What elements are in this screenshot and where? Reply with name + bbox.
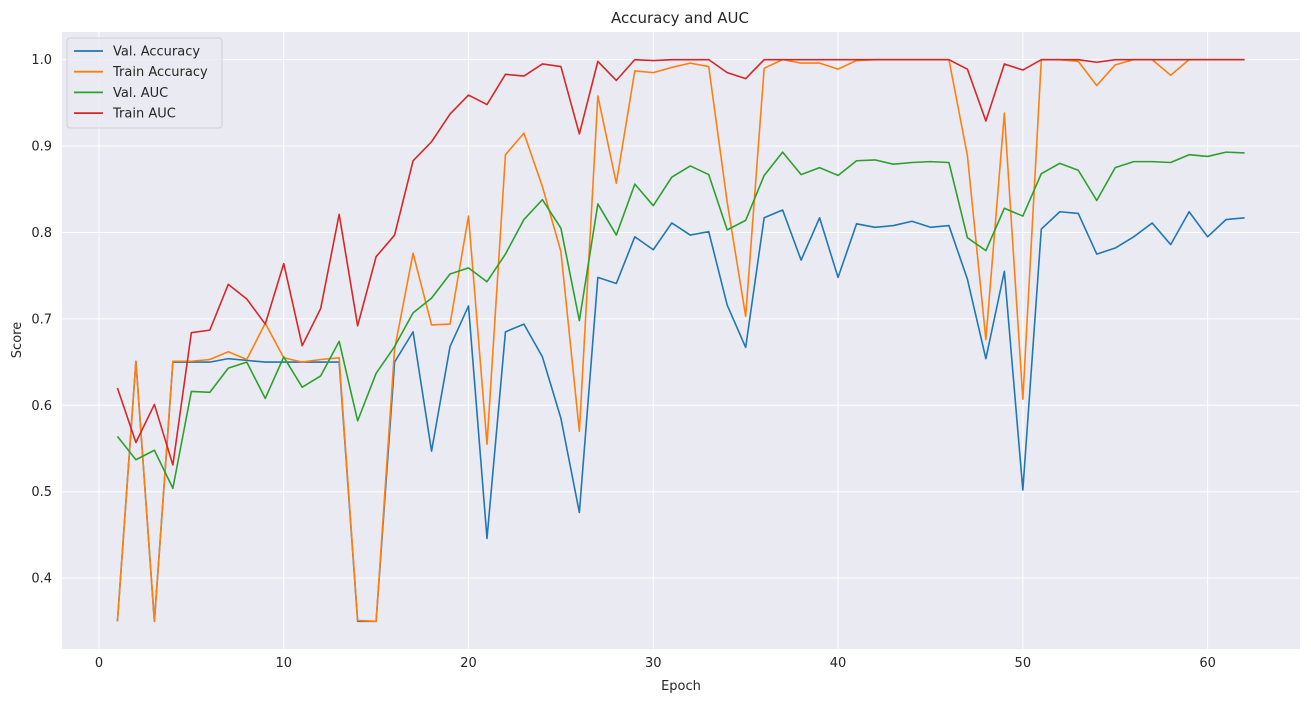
- legend-label-train-accuracy: Train Accuracy: [112, 65, 208, 80]
- x-tick-label: 30: [645, 656, 662, 671]
- y-tick-label: 0.9: [31, 140, 52, 155]
- y-axis-label: Score: [10, 322, 25, 358]
- plot-area: [62, 32, 1300, 649]
- series-line-val-auc: [116, 151, 1245, 490]
- legend-label-val-auc: Val. AUC: [113, 86, 168, 101]
- y-tick-label: 0.8: [31, 226, 52, 241]
- legend: Val. Accuracy Train Accuracy Val. AUC Train…: [66, 37, 223, 129]
- y-tick-label: 0.7: [31, 312, 52, 327]
- x-tick-label: 40: [830, 656, 847, 671]
- y-tick-label: 0.6: [31, 399, 52, 414]
- x-tick-label: 0: [95, 656, 103, 671]
- y-tick-label: 0.4: [31, 572, 52, 587]
- legend-label-train-auc: Train AUC: [112, 107, 176, 122]
- x-axis-label: Epoch: [661, 679, 701, 694]
- series-line-train-auc: [116, 58, 1245, 466]
- legend-label-val-accuracy: Val. Accuracy: [113, 45, 200, 60]
- tick-layer: 0 10 20 30 40 50 60 0.4 0.5 0.6 0.7 0.8 0.9 1.0: [31, 53, 1216, 671]
- x-tick-label: 60: [1199, 656, 1216, 671]
- x-tick-label: 10: [275, 656, 292, 671]
- y-tick-label: 1.0: [31, 53, 52, 68]
- chart-title: Accuracy and AUC: [611, 9, 749, 27]
- series-layer: [116, 58, 1245, 623]
- x-tick-label: 20: [460, 656, 477, 671]
- y-tick-label: 0.5: [31, 485, 52, 500]
- x-tick-label: 50: [1015, 656, 1032, 671]
- legend-box: [66, 37, 223, 129]
